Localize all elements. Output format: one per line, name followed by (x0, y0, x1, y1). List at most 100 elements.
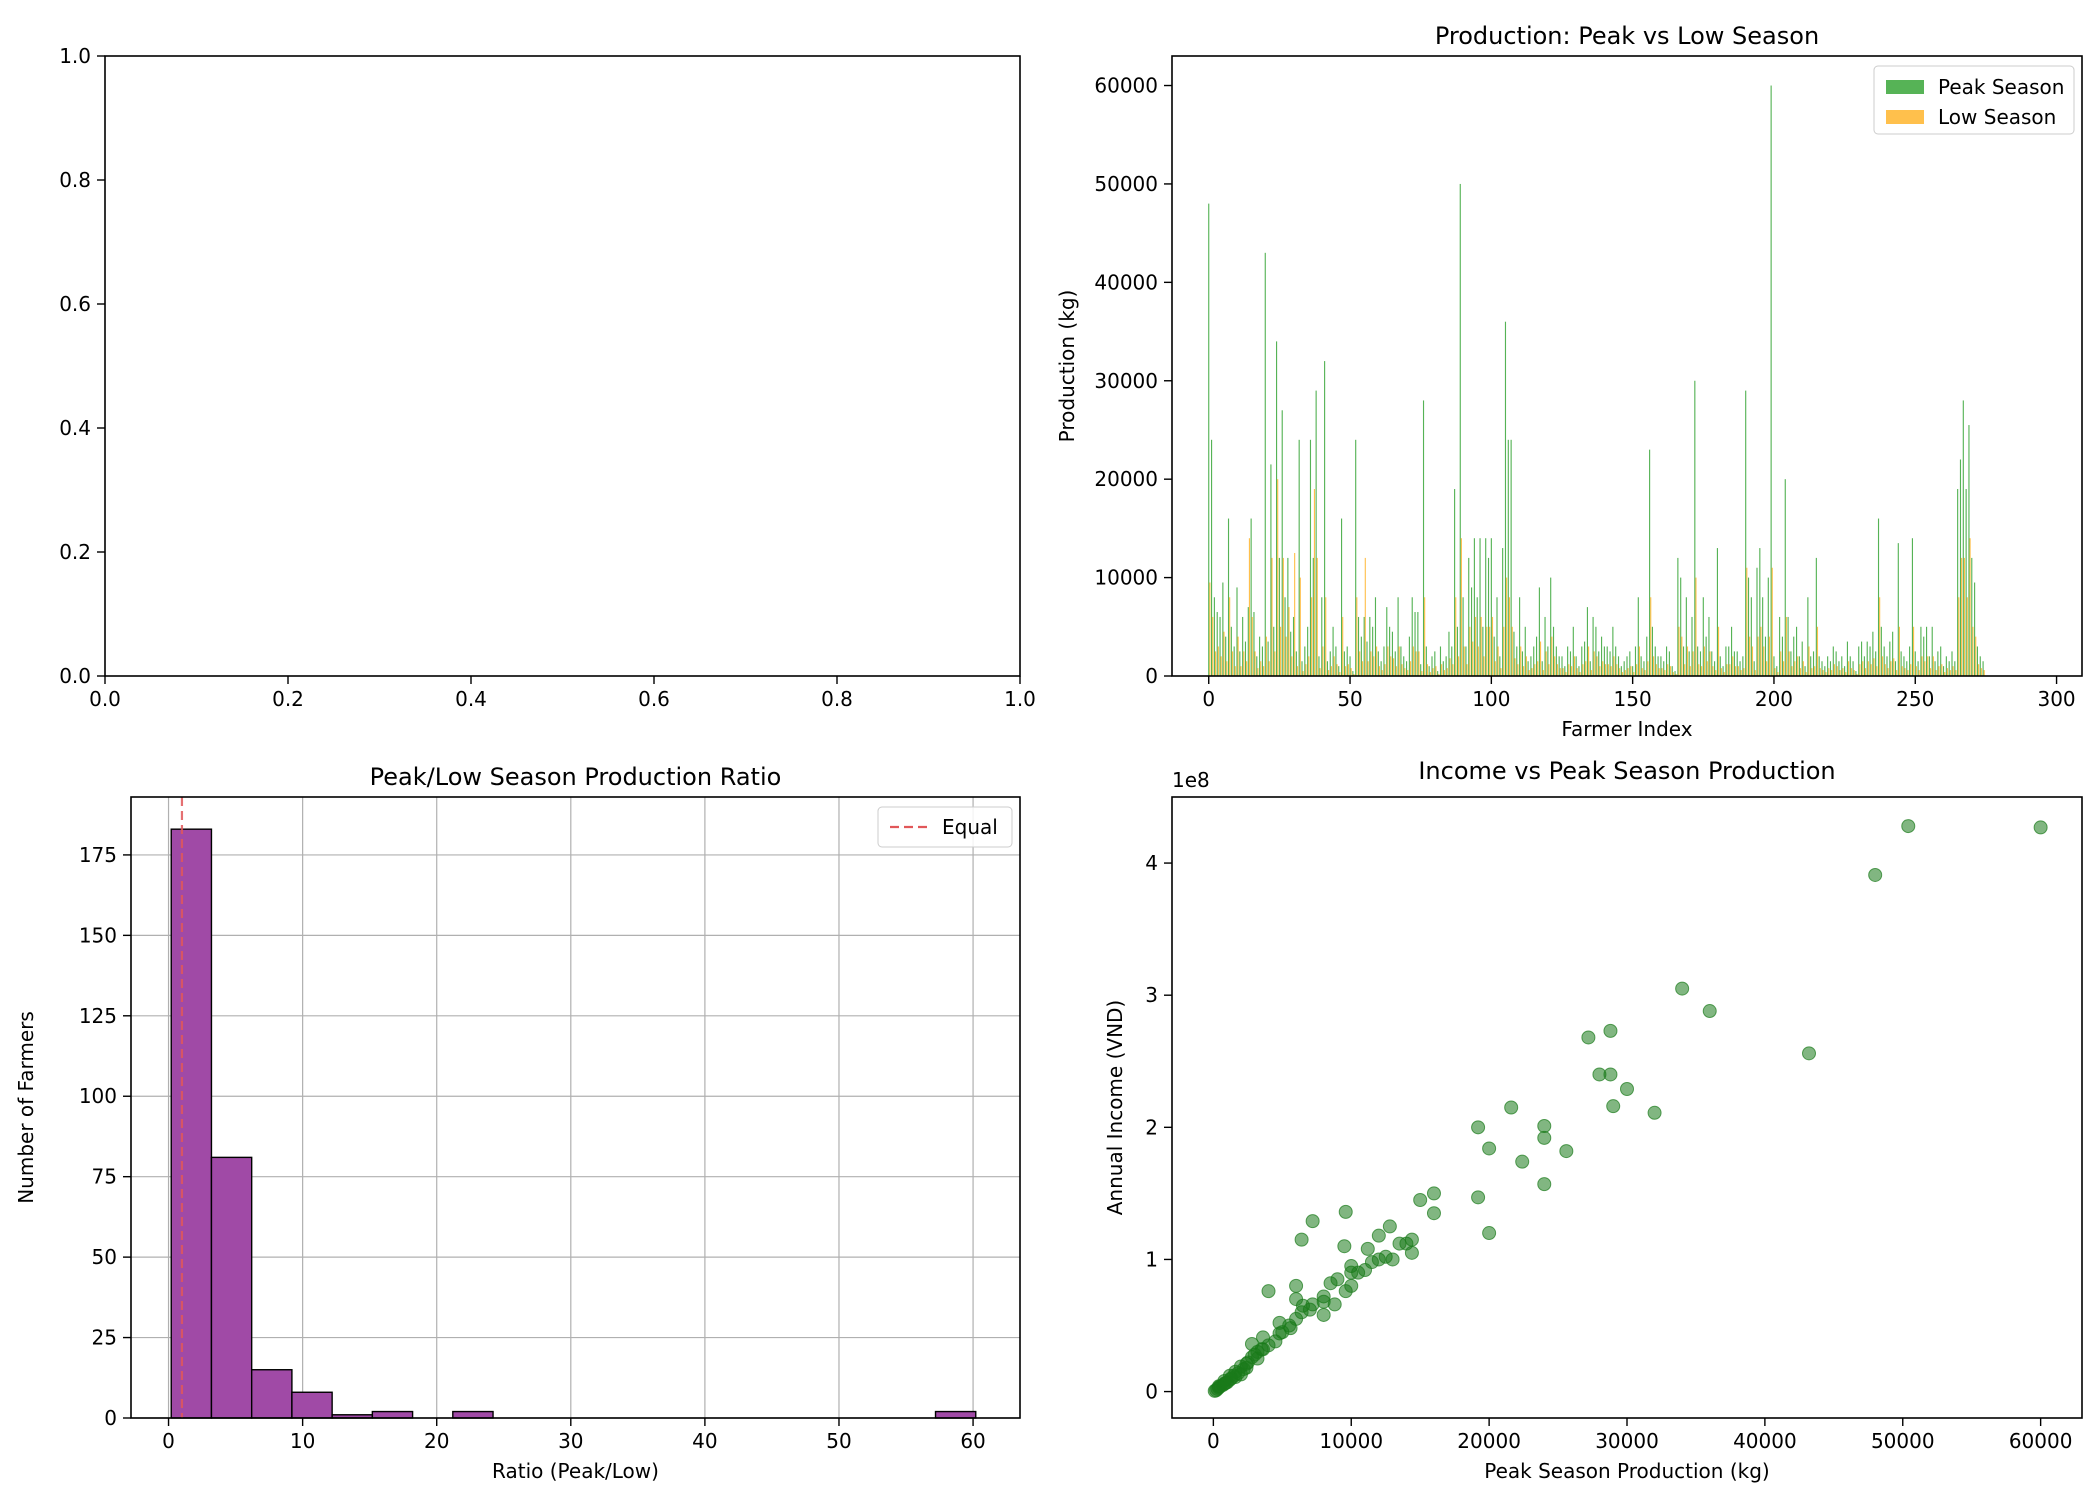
peak-season-bar (1414, 612, 1416, 676)
low-season-bar (1850, 668, 1852, 676)
low-season-bar (1686, 646, 1689, 676)
low-season-bar (1401, 664, 1403, 676)
low-season-bar (1418, 651, 1420, 676)
low-season-bar (1474, 616, 1477, 676)
peak-season-bar (1547, 646, 1549, 676)
low-season-bar (1819, 668, 1821, 676)
production-chart-ytick-label: 10000 (1094, 566, 1158, 590)
peak-season-bar (1298, 439, 1300, 676)
scatter-point (1305, 1214, 1320, 1229)
scatter-point (1537, 1130, 1552, 1145)
peak-season-bar (1496, 597, 1498, 676)
peak-season-bar (1490, 538, 1492, 676)
peak-season-bar (1468, 557, 1470, 676)
peak-season-bar (1408, 636, 1410, 676)
peak-season-bar (1646, 636, 1648, 676)
low-season-bar (1539, 641, 1542, 676)
hist-frame (130, 796, 1021, 1419)
peak-season-bar (1725, 646, 1727, 676)
peak-season-bar (1957, 489, 1959, 676)
hist-ytick-label: 125 (79, 1004, 117, 1028)
peak-season-bar (1736, 651, 1738, 676)
low-season-bar (1523, 666, 1525, 676)
low-season-bar (1763, 646, 1765, 676)
low-season-bar (1938, 666, 1940, 676)
peak-season-bar (1253, 612, 1255, 676)
low-season-bar (1887, 668, 1889, 676)
hist-xlabel: Ratio (Peak/Low) (492, 1459, 659, 1483)
peak-season-bar (1377, 651, 1379, 676)
peak-season-bar (1615, 646, 1617, 676)
low-season-bar (1816, 626, 1819, 676)
low-season-bar (1647, 661, 1649, 676)
peak-season-bar (1230, 626, 1232, 676)
production-chart-ytick-label: 50000 (1094, 172, 1158, 196)
peak-season-bar (1906, 661, 1908, 676)
low-season-bar (1226, 661, 1228, 676)
peak-season-bar (1227, 518, 1230, 676)
peak-season-bar (1798, 656, 1800, 676)
ratio-histogram: 0 10 20 30 40 50 60 0 25 50 75 100 125 150 175 Peak/Low… (14, 763, 1021, 1483)
low-season-bar (1328, 670, 1330, 676)
peak-season-bar (1682, 646, 1685, 676)
low-season-bar (1692, 651, 1694, 676)
peak-season-bar (1259, 636, 1261, 676)
peak-season-bar (1366, 641, 1368, 676)
low-season-bar (1330, 666, 1332, 676)
low-season-bar (1291, 656, 1293, 676)
peak-season-bar (1332, 626, 1334, 676)
low-season-bar (1528, 670, 1530, 676)
low-season-bar (1788, 651, 1790, 676)
scatter-point (1382, 1219, 1397, 1234)
low-season-bar (1565, 672, 1567, 676)
peak-season-bar (1411, 597, 1413, 676)
legend-label-low: Low Season (1938, 105, 2056, 129)
scatter-frame (1171, 796, 2083, 1419)
empty-axes-xtick-label: 1.0 (1004, 687, 1036, 711)
peak-season-bar (1773, 656, 1775, 676)
low-season-bar (1590, 670, 1592, 676)
low-season-bar (1415, 651, 1417, 676)
production-chart-xtick-label: 250 (1896, 687, 1934, 711)
scatter-xtick-label: 60000 (2009, 1429, 2073, 1453)
low-season-bar (1387, 646, 1389, 676)
scatter-point (1559, 1144, 1574, 1159)
peak-season-bar (1694, 380, 1696, 676)
peak-season-bar (1894, 661, 1897, 676)
low-season-bar (1285, 636, 1287, 676)
low-season-bar (1390, 656, 1392, 676)
peak-season-bar (1821, 661, 1823, 676)
empty-axes-xtick-label: 0.2 (272, 687, 304, 711)
peak-season-bar (1295, 651, 1297, 676)
peak-season-bar (1575, 656, 1577, 676)
low-season-bar (1469, 626, 1471, 676)
low-season-bar (1910, 664, 1912, 676)
peak-season-bar (1632, 666, 1634, 676)
peak-season-bar (1380, 661, 1382, 676)
low-season-bar (1619, 668, 1621, 676)
low-season-bar (1641, 668, 1643, 676)
hist-xtick-label: 60 (960, 1429, 985, 1453)
low-season-bar (1299, 577, 1301, 676)
peak-season-bar (1863, 656, 1865, 676)
low-season-bar (1593, 651, 1595, 676)
low-season-bar (1556, 664, 1559, 676)
low-season-bar (1596, 656, 1598, 676)
low-season-bar (1859, 664, 1861, 676)
peak-season-bar (1476, 597, 1478, 676)
low-season-bar (1774, 668, 1776, 676)
peak-season-bar (1363, 616, 1365, 676)
low-season-bar (1669, 666, 1672, 676)
low-season-bar (1231, 651, 1234, 676)
scatter-point (1515, 1154, 1530, 1169)
low-season-bar (1918, 670, 1920, 676)
peak-season-bar (1397, 597, 1399, 676)
peak-season-bar (1697, 646, 1699, 676)
low-season-bar (1695, 577, 1697, 676)
peak-season-bar (1827, 656, 1829, 676)
peak-season-bar (1657, 656, 1659, 676)
low-season-bar (1616, 664, 1618, 676)
hist-xtick-label: 50 (826, 1429, 851, 1453)
low-season-bar (1808, 646, 1810, 676)
peak-season-bar (1499, 656, 1501, 676)
